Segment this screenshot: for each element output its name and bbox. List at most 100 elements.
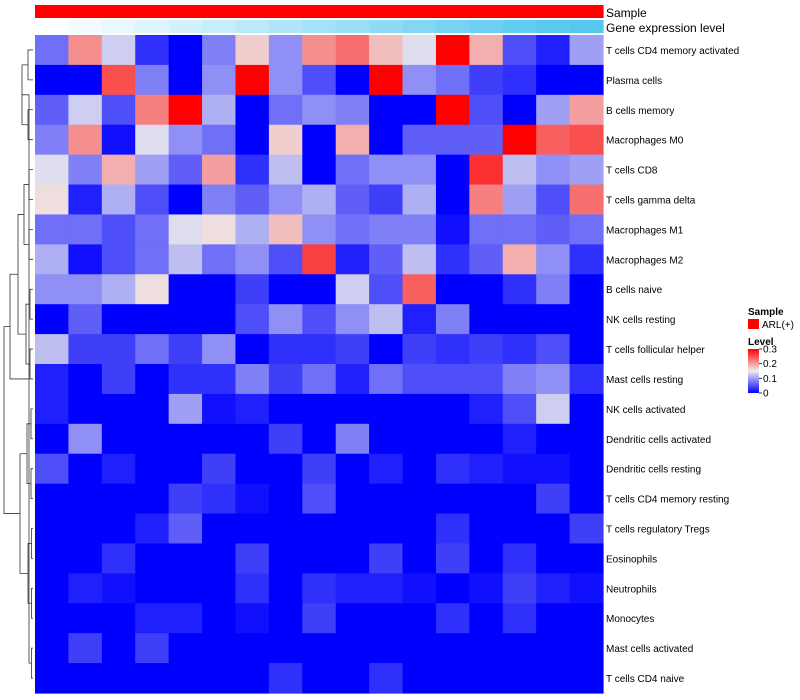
heatmap-cell [101,573,136,604]
heatmap-cell [369,244,404,275]
heatmap-cell [202,244,237,275]
heatmap-cell [335,663,370,694]
heatmap-cell [268,513,303,545]
heatmap-cell [68,663,103,694]
heatmap-cell [35,334,70,365]
heatmap-cell [302,483,337,515]
heatmap-cell [35,513,70,545]
heatmap-cell [369,393,404,425]
heatmap-cell [268,304,303,335]
heatmap-cell [35,184,70,216]
heatmap-cell [202,124,237,156]
heatmap-cell [235,364,270,395]
heatmap-cell [402,453,437,485]
heatmap-cell [536,543,571,574]
heatmap-cell [302,423,337,455]
expression-track-cell [202,20,237,33]
legend-sample-title: Sample [748,307,784,318]
heatmap-cell [168,663,203,694]
heatmap-cell [569,364,604,395]
heatmap-cell [68,64,103,96]
heatmap-cell [569,124,604,156]
heatmap-cell [369,483,404,515]
heatmap-cell [469,35,504,66]
heatmap-cell [235,663,270,694]
heatmap-cell [135,124,170,156]
heatmap-cell [235,633,270,664]
dendrogram-branch [27,543,32,604]
heatmap-cell [268,393,303,425]
heatmap-cell [369,154,404,186]
heatmap-cell [435,513,470,545]
heatmap-cell [435,35,470,66]
expression-track-cell [168,20,203,33]
heatmap-cell [68,423,103,455]
heatmap-cell [435,274,470,305]
heatmap-cell [569,274,604,305]
heatmap-cell [168,453,203,485]
heatmap-cell [268,124,303,156]
heatmap-cell [569,663,604,694]
heatmap-cell [235,453,270,485]
heatmap-cell [469,154,504,186]
sample-annotation-track [35,5,604,18]
heatmap-cell [335,334,370,365]
heatmap-cell [68,513,103,545]
heatmap-cell [202,453,237,485]
heatmap-cell [369,543,404,574]
heatmap-cell [536,184,571,216]
legend-tick-label: 0.2 [763,359,777,370]
expression-track-cell [268,20,303,33]
heatmap-cell [302,393,337,425]
heatmap-cell [135,244,170,275]
heatmap-cell [469,214,504,245]
heatmap-cell [202,393,237,425]
heatmap-cell [235,64,270,96]
expression-track-cell [569,20,604,33]
heatmap-cell [569,633,604,664]
heatmap-cell [536,94,571,126]
heatmap-cell [369,663,404,694]
heatmap-cell [168,364,203,395]
heatmap-cell [101,663,136,694]
heatmap-cell [202,663,237,694]
legend-sample-entry: ARL(+) [762,320,794,331]
heatmap-cell [268,364,303,395]
heatmap-cell [469,274,504,305]
heatmap-cell [202,304,237,335]
heatmap-cell [536,393,571,425]
heatmap-cell [335,244,370,275]
row-dendrogram [3,49,33,679]
legend-tick-label: 0.3 [763,345,777,356]
heatmap-cell [35,603,70,634]
dendrogram-branch [31,647,33,679]
heatmap-cell [168,393,203,425]
heatmap-cell [335,214,370,245]
heatmap-cell [168,633,203,664]
heatmap-cell [101,184,136,216]
heatmap-cell [302,633,337,664]
heatmap-cell [35,543,70,574]
dendrogram-branch [31,587,33,619]
heatmap-cell [335,274,370,305]
heatmap-cell [502,393,537,425]
expression-track-cell [469,20,504,33]
heatmap-cell [435,214,470,245]
heatmap-cell [502,154,537,186]
row-label: T cells CD8 [606,166,658,177]
heatmap-cell [101,244,136,275]
expression-track-cell [101,20,136,33]
heatmap-cell [302,154,337,186]
heatmap-cell [101,304,136,335]
heatmap-cell [335,633,370,664]
heatmap-cell [101,274,136,305]
heatmap-cell [536,214,571,245]
heatmap-cell [168,154,203,186]
heatmap-cell [68,35,103,66]
dendrogram-branch [3,326,20,514]
heatmap-cell [302,304,337,335]
heatmap-cell [536,513,571,545]
row-label: Plasma cells [606,76,662,87]
heatmap-cell [536,423,571,455]
sample-track-cell [402,5,437,18]
